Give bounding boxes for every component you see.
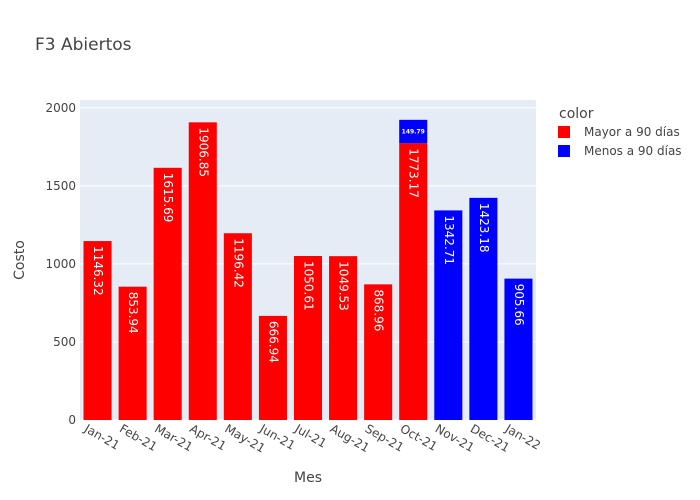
x-axis-title: Mes	[294, 470, 322, 486]
chart-title: F3 Abiertos	[35, 35, 132, 55]
x-tick-label: Nov-21	[433, 421, 477, 454]
x-tick-label: Apr-21	[187, 421, 228, 453]
bar-label: 1615.69	[161, 173, 175, 223]
bar-label: 149.79	[402, 129, 425, 136]
legend-label[interactable]: Mayor a 90 días	[584, 125, 680, 139]
bar-labels: 1146.32 853.94 1615.69 1906.85 1196.42 666.94…	[91, 127, 526, 363]
x-tick-label: Dec-21	[468, 421, 512, 455]
x-tick-label: Feb-21	[117, 421, 159, 454]
x-tick-label: Jul-21	[292, 421, 329, 451]
bar[interactable]	[223, 233, 252, 420]
x-tick-label: Sep-21	[363, 421, 407, 454]
legend[interactable]: color Mayor a 90 días Menos a 90 días	[558, 106, 682, 158]
bar-label: 853.94	[126, 292, 140, 334]
y-tick-label: 0	[68, 413, 76, 427]
bar-label: 1906.85	[196, 127, 210, 177]
bar-label: 905.66	[512, 284, 526, 326]
bar[interactable]	[399, 143, 428, 420]
bar[interactable]	[469, 197, 498, 420]
bar[interactable]	[364, 284, 393, 420]
y-tick-label: 1000	[45, 257, 76, 271]
legend-label[interactable]: Menos a 90 días	[584, 144, 682, 158]
bar[interactable]	[188, 122, 217, 420]
bar[interactable]	[118, 286, 147, 420]
bar[interactable]	[293, 256, 323, 420]
y-tick-label: 2000	[45, 101, 76, 115]
bar[interactable]	[329, 256, 358, 420]
bar-label: 1423.18	[477, 203, 491, 253]
bars	[83, 119, 533, 420]
x-axis-ticks: Jan-21Feb-21Mar-21Apr-21May-21Jun-21Jul-…	[81, 421, 543, 456]
bar-label: 1773.17	[407, 148, 421, 198]
bar[interactable]	[83, 241, 112, 420]
legend-title: color	[559, 106, 594, 122]
bar-label: 868.96	[372, 289, 386, 331]
y-tick-label: 1500	[45, 179, 76, 193]
x-tick-label: Oct-21	[398, 421, 440, 453]
bar-label: 1050.61	[302, 261, 316, 311]
x-tick-label: Jan-21	[81, 421, 122, 453]
bar[interactable]	[153, 167, 182, 420]
legend-swatch[interactable]	[558, 145, 570, 157]
bar-label: 1049.53	[337, 261, 351, 311]
bar-label: 666.94	[266, 321, 280, 363]
y-axis-ticks: 0 500 1000 1500 2000	[45, 101, 76, 427]
x-tick-label: Mar-21	[152, 421, 195, 454]
bar[interactable]	[434, 210, 463, 420]
y-axis-title: Costo	[12, 240, 28, 280]
bar-label: 1146.32	[91, 246, 105, 296]
x-tick-label: Aug-21	[328, 421, 372, 455]
bar[interactable]	[258, 315, 287, 420]
legend-swatch[interactable]	[558, 126, 570, 138]
bar-label: 1342.71	[442, 215, 456, 265]
bar-label: 1196.42	[231, 238, 245, 288]
y-tick-label: 500	[53, 335, 76, 349]
bar[interactable]	[399, 119, 428, 144]
bar[interactable]	[504, 278, 533, 420]
